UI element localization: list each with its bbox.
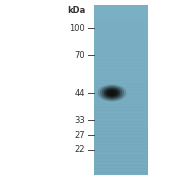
Bar: [94, 158, 148, 162]
Bar: [94, 165, 148, 169]
Bar: [94, 39, 148, 43]
Text: 33: 33: [74, 116, 85, 125]
Bar: [94, 63, 148, 67]
Ellipse shape: [98, 85, 126, 101]
Text: 70: 70: [74, 51, 85, 60]
Bar: [94, 148, 148, 152]
Bar: [94, 131, 148, 135]
Ellipse shape: [110, 92, 114, 94]
Bar: [94, 93, 148, 98]
Bar: [94, 155, 148, 159]
Bar: [94, 5, 148, 175]
Bar: [94, 151, 148, 156]
Bar: [94, 8, 148, 13]
Text: 22: 22: [75, 145, 85, 154]
Bar: [94, 134, 148, 139]
Bar: [94, 144, 148, 149]
Ellipse shape: [108, 91, 116, 95]
Bar: [94, 138, 148, 142]
Bar: [94, 59, 148, 64]
Bar: [94, 53, 148, 57]
Bar: [94, 127, 148, 132]
Bar: [94, 100, 148, 105]
Bar: [94, 104, 148, 108]
Bar: [94, 121, 148, 125]
Ellipse shape: [104, 89, 120, 97]
Ellipse shape: [102, 87, 122, 99]
Bar: [94, 117, 148, 122]
Text: 44: 44: [75, 89, 85, 98]
Bar: [94, 90, 148, 94]
Bar: [94, 56, 148, 60]
Bar: [94, 107, 148, 111]
Bar: [94, 87, 148, 91]
Text: 100: 100: [69, 24, 85, 33]
Bar: [94, 114, 148, 118]
Bar: [94, 73, 148, 77]
Ellipse shape: [106, 90, 118, 96]
Bar: [94, 66, 148, 71]
Text: 27: 27: [74, 130, 85, 140]
Bar: [94, 12, 148, 16]
Bar: [94, 5, 148, 9]
Bar: [94, 19, 148, 23]
Bar: [94, 22, 148, 26]
Bar: [94, 36, 148, 40]
Bar: [94, 49, 148, 54]
Bar: [94, 83, 148, 88]
Bar: [94, 161, 148, 166]
Bar: [94, 80, 148, 84]
Bar: [94, 110, 148, 115]
Bar: [94, 32, 148, 37]
Ellipse shape: [100, 86, 124, 100]
Text: kDa: kDa: [67, 6, 85, 15]
Bar: [94, 29, 148, 33]
Bar: [94, 42, 148, 47]
Bar: [94, 141, 148, 145]
Bar: [94, 172, 148, 176]
Bar: [94, 124, 148, 128]
Bar: [94, 70, 148, 74]
Bar: [94, 46, 148, 50]
Bar: [94, 168, 148, 173]
Bar: [94, 25, 148, 30]
Bar: [94, 97, 148, 101]
Bar: [94, 76, 148, 81]
Bar: [94, 15, 148, 20]
